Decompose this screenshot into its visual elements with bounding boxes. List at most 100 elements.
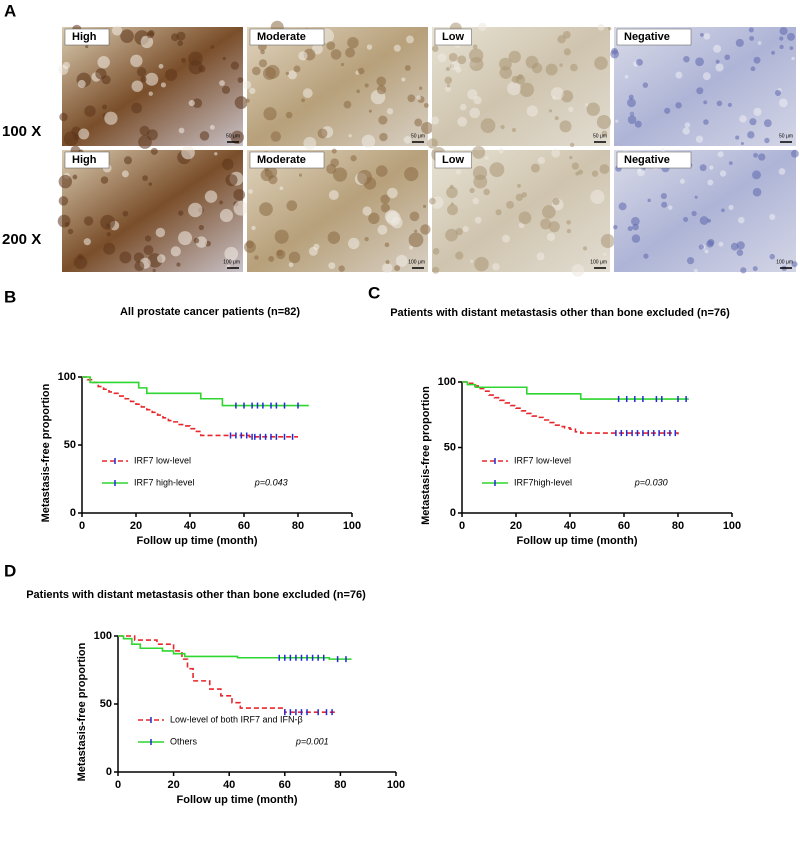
cell — [585, 103, 589, 107]
cell — [519, 82, 534, 98]
chart-title: Patients with distant metastasis other t… — [390, 307, 730, 319]
legend-label: Others — [170, 736, 198, 746]
cell — [264, 165, 278, 179]
grade-label: High — [72, 154, 97, 166]
cell — [222, 56, 226, 61]
grade-label: High — [72, 31, 97, 43]
cell — [131, 80, 143, 92]
cell — [624, 75, 629, 79]
cell — [427, 138, 438, 149]
cell — [695, 57, 704, 67]
cell — [457, 55, 467, 65]
cell — [303, 136, 317, 150]
cell — [597, 23, 605, 31]
y-tick-label: 50 — [64, 439, 76, 451]
survival-curve — [462, 381, 689, 400]
cell — [58, 64, 69, 75]
cell — [378, 115, 388, 125]
cell — [771, 50, 776, 55]
cell — [188, 202, 203, 218]
y-axis-label: Metastasis-free proportion — [76, 642, 88, 781]
cell — [679, 178, 685, 184]
cell — [225, 174, 238, 187]
cell — [747, 131, 755, 139]
cell — [703, 119, 709, 125]
cell — [394, 265, 401, 272]
label-box — [434, 28, 472, 46]
cell — [542, 205, 556, 219]
p-value: p=0.043 — [254, 477, 288, 487]
cell — [268, 256, 275, 262]
cell — [210, 45, 215, 49]
cell — [448, 52, 458, 62]
x-tick-label: 0 — [115, 779, 121, 791]
x-tick-label: 100 — [723, 520, 741, 532]
cell — [286, 200, 298, 211]
y-tick-label: 100 — [438, 376, 456, 388]
cell — [562, 31, 571, 39]
cell — [142, 175, 148, 181]
cell — [517, 183, 521, 188]
cell — [379, 132, 388, 142]
legend-label: IRF7 low-level — [514, 455, 571, 465]
cell — [432, 266, 440, 274]
cell — [700, 33, 704, 37]
cell — [83, 216, 94, 226]
cell — [469, 57, 484, 72]
cell — [288, 251, 301, 264]
survival-curve — [118, 635, 335, 713]
cell — [285, 111, 293, 119]
cell — [507, 81, 521, 96]
cell — [308, 246, 318, 256]
cell — [594, 56, 608, 70]
cell — [387, 187, 398, 199]
cell — [750, 66, 756, 72]
panel-label: D — [4, 561, 16, 580]
cell — [59, 112, 68, 122]
cell — [245, 98, 250, 103]
x-tick-label: 100 — [387, 779, 405, 791]
cell — [736, 249, 744, 256]
cell — [377, 224, 388, 235]
cell — [739, 115, 747, 123]
cell — [140, 35, 154, 49]
cell — [288, 262, 294, 268]
cell — [152, 268, 156, 273]
cell — [204, 190, 218, 203]
cell — [749, 118, 757, 126]
grade-label: Moderate — [257, 31, 306, 43]
cell — [661, 148, 665, 153]
x-tick-label: 0 — [79, 520, 85, 532]
cell — [331, 148, 337, 154]
cell — [171, 33, 179, 42]
cell — [330, 49, 342, 60]
cell — [791, 56, 795, 61]
cell — [694, 195, 698, 199]
cell — [603, 252, 607, 256]
cell — [430, 116, 440, 125]
x-tick-label: 20 — [130, 520, 142, 532]
cell — [311, 43, 323, 55]
cell — [230, 61, 240, 70]
cell — [234, 96, 248, 110]
cell — [361, 134, 376, 149]
cell — [420, 224, 431, 235]
cell — [244, 241, 256, 254]
cell — [724, 54, 731, 61]
cell — [158, 63, 164, 69]
cell — [483, 188, 490, 196]
cell — [274, 229, 289, 244]
legend-label: IRF7 low-level — [134, 455, 191, 465]
cell — [221, 158, 234, 171]
cell — [230, 130, 244, 144]
cell — [608, 27, 612, 31]
cell — [736, 241, 745, 250]
y-tick-label: 0 — [106, 766, 112, 778]
cell — [568, 106, 574, 113]
label-box — [616, 151, 692, 169]
cell — [148, 182, 153, 186]
cell — [631, 234, 641, 243]
cell — [134, 261, 145, 272]
y-tick-label: 100 — [58, 371, 76, 383]
cell — [58, 174, 72, 189]
